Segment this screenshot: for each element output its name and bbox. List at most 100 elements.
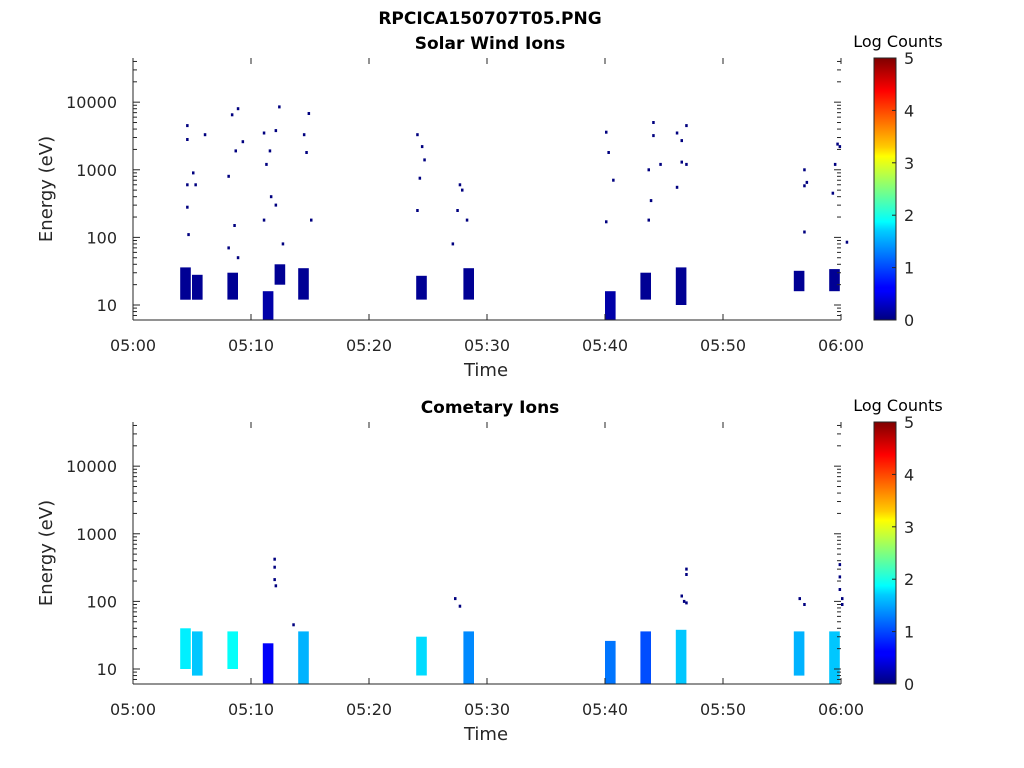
spectrogram-cell	[829, 269, 840, 292]
count-point	[652, 121, 655, 124]
count-point	[186, 124, 189, 128]
count-point	[685, 162, 688, 166]
count-point	[418, 176, 422, 180]
spectrogram-cell	[298, 268, 309, 300]
x-tick-label: 05:40	[582, 336, 628, 355]
spectrogram-cell	[675, 629, 687, 684]
solar-wind-panel: 05:00 05:10 05:20 05:30 05:40 05:50 06:0010100…	[36, 32, 943, 381]
count-point	[675, 131, 679, 135]
colorbar-tick-label: 4	[904, 101, 914, 120]
spectrogram-cell	[262, 291, 274, 320]
count-point	[605, 130, 608, 134]
count-point	[274, 129, 278, 133]
count-point	[685, 567, 688, 571]
spectrogram-cell	[274, 264, 286, 285]
count-point	[416, 133, 419, 137]
count-point	[798, 597, 801, 601]
count-point	[416, 209, 419, 212]
count-point	[841, 603, 844, 606]
count-point	[192, 171, 195, 175]
x-tick-label: 05:00	[110, 336, 156, 355]
colorbar-tick-label: 5	[904, 49, 914, 68]
spectrogram-cell	[416, 636, 427, 676]
count-point	[454, 597, 457, 601]
colorbar-tick-label: 1	[904, 259, 914, 278]
x-tick-label: 06:00	[818, 700, 864, 719]
count-point	[831, 191, 835, 195]
spectrogram-cell	[192, 274, 203, 300]
count-point	[605, 220, 608, 224]
spectrogram-cell	[227, 272, 238, 300]
spectrogram-cell	[605, 291, 616, 320]
count-point	[458, 604, 462, 608]
count-point	[612, 178, 615, 182]
x-axis-label: Time	[463, 724, 508, 745]
spectrogram-cell	[463, 631, 474, 684]
count-point	[647, 168, 650, 172]
count-point	[680, 160, 683, 164]
count-point	[803, 230, 806, 234]
colorbar-tick-label: 2	[904, 206, 914, 225]
count-point	[461, 188, 464, 192]
spectrogram-cell	[416, 275, 427, 300]
y-tick-label: 10000	[66, 93, 117, 112]
x-tick-label: 05:50	[700, 336, 746, 355]
count-point	[456, 209, 459, 212]
count-point	[281, 242, 285, 246]
colorbar-tick-label: 5	[904, 413, 914, 432]
x-tick-label: 05:10	[228, 700, 274, 719]
count-point	[268, 149, 272, 153]
count-point	[803, 168, 806, 172]
count-point	[652, 134, 655, 138]
count-point	[805, 180, 809, 184]
count-point	[307, 112, 311, 115]
count-point	[685, 601, 688, 605]
count-point	[234, 149, 237, 153]
count-point	[265, 162, 268, 166]
x-tick-label: 05:30	[464, 336, 510, 355]
plot-area	[133, 422, 841, 684]
x-axis-label: Time	[463, 360, 508, 381]
count-point	[233, 224, 236, 227]
count-point	[423, 158, 426, 162]
count-point	[675, 185, 679, 189]
x-tick-label: 05:40	[582, 700, 628, 719]
spectrogram-cell	[675, 267, 687, 305]
count-point	[838, 588, 842, 591]
x-tick-label: 05:20	[346, 700, 392, 719]
spectrogram-cell	[180, 628, 191, 669]
colorbar-label: Log Counts	[853, 396, 943, 415]
count-point	[273, 565, 276, 569]
spectrogram-cell	[180, 267, 191, 300]
count-point	[236, 256, 240, 260]
spectrogram-cell	[640, 631, 651, 684]
count-point	[227, 246, 230, 250]
colorbar-tick-label: 4	[904, 465, 914, 484]
count-point	[274, 203, 278, 207]
count-point	[273, 578, 276, 582]
y-tick-label: 100	[86, 592, 117, 611]
plot-area	[133, 58, 841, 320]
count-point	[186, 205, 189, 209]
x-tick-label: 06:00	[818, 336, 864, 355]
count-point	[227, 174, 230, 178]
x-tick-label: 05:30	[464, 700, 510, 719]
count-point	[186, 183, 189, 187]
colorbar-label: Log Counts	[853, 32, 943, 51]
count-point	[458, 183, 462, 187]
count-point	[310, 218, 313, 222]
figure-title: RPCICA150707T05.PNG	[378, 9, 601, 29]
count-point	[420, 145, 424, 149]
count-point	[845, 240, 849, 244]
colorbar	[873, 57, 897, 321]
count-point	[803, 184, 806, 188]
count-point	[230, 113, 234, 117]
spectrogram-cell	[605, 640, 616, 684]
x-tick-label: 05:00	[110, 700, 156, 719]
y-tick-label: 100	[86, 228, 117, 247]
count-point	[838, 575, 842, 579]
spectrogram-cell	[298, 631, 309, 684]
spectrogram-cell	[262, 643, 274, 684]
count-point	[262, 131, 266, 135]
colorbar-tick-label: 2	[904, 570, 914, 589]
